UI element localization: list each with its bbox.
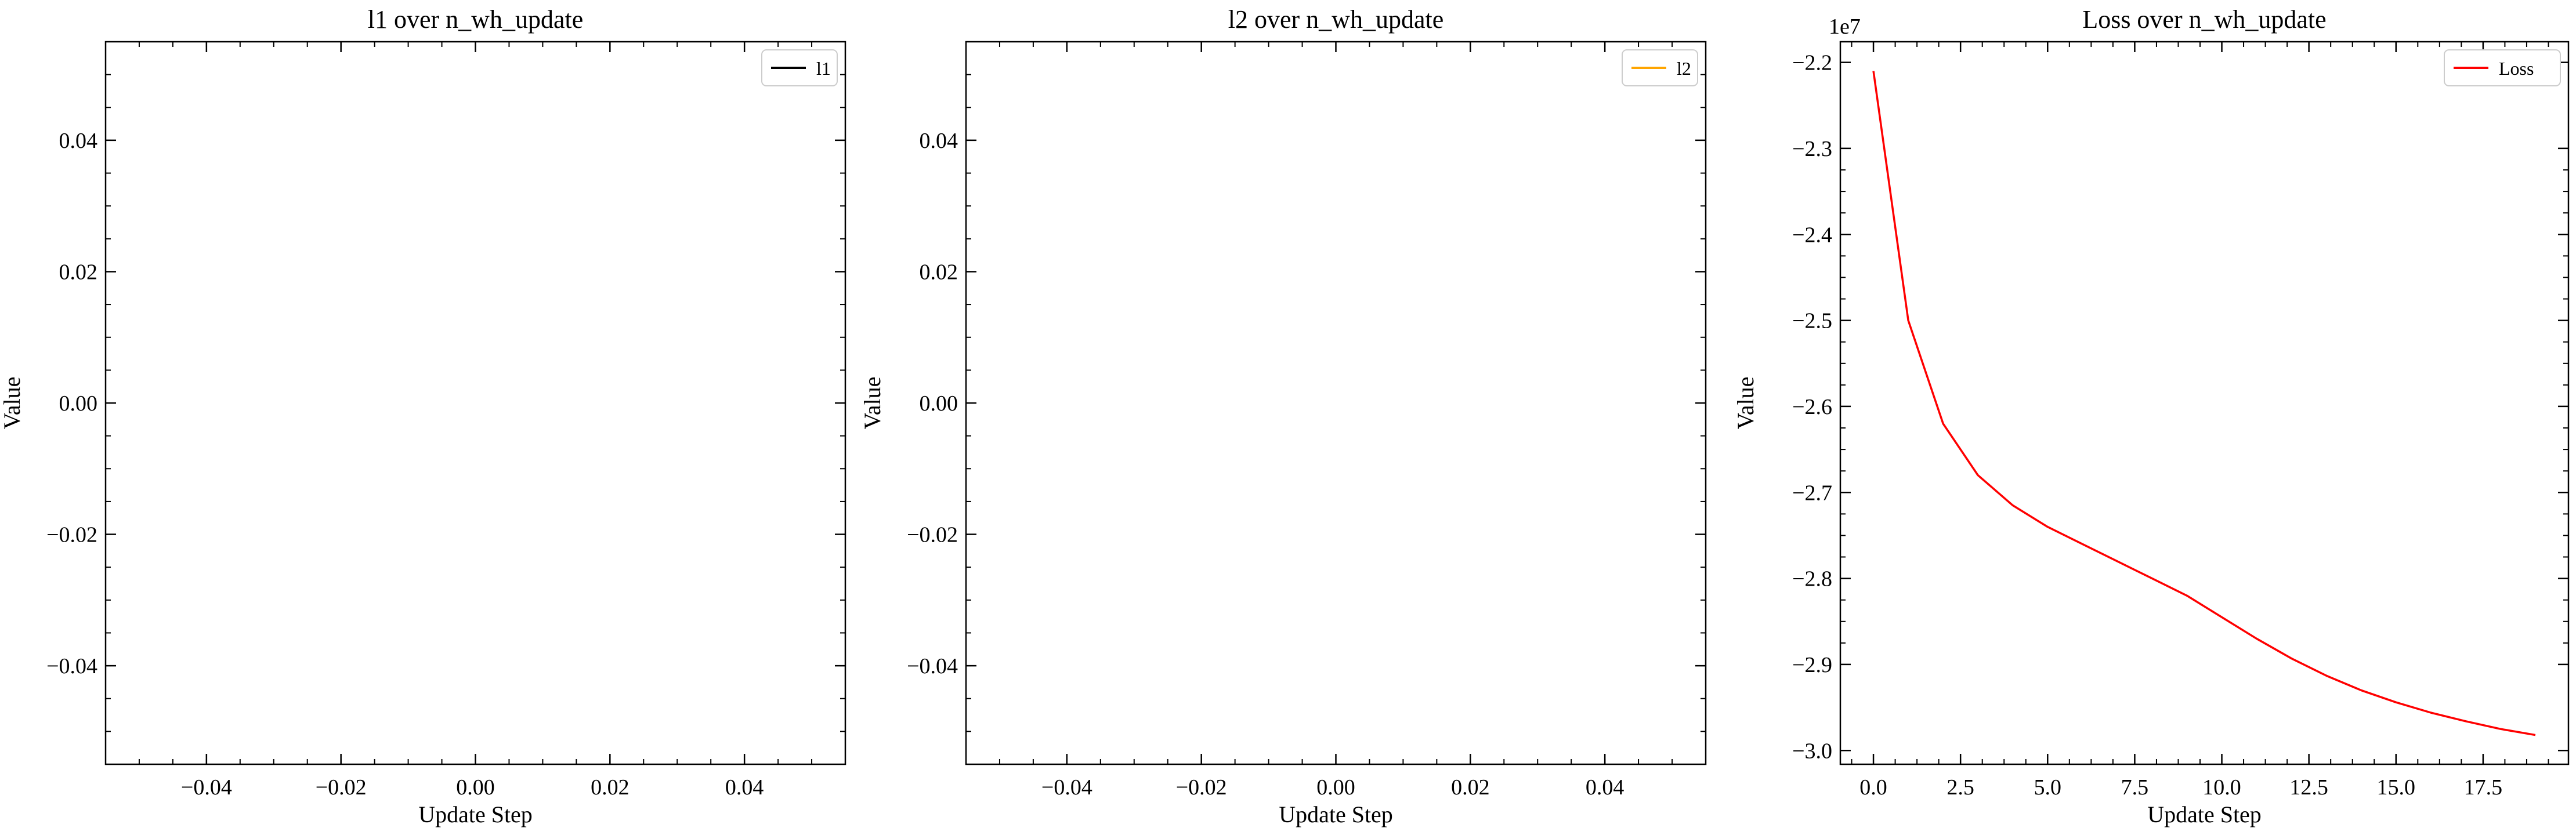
y-axis-label: Value [859, 376, 885, 429]
y-tick-label: 0.00 [59, 391, 98, 416]
x-tick-label: 0.00 [1316, 775, 1355, 800]
chart-title: Loss over n_wh_update [2082, 5, 2326, 34]
x-tick-label: −0.02 [316, 775, 367, 800]
x-tick-label: 15.0 [2377, 775, 2416, 800]
x-tick-label: −0.02 [1176, 775, 1227, 800]
legend-label: l1 [816, 58, 831, 79]
y-axis-label: Value [0, 376, 25, 429]
y-tick-label: −0.02 [46, 523, 97, 547]
chart-title: l1 over n_wh_update [368, 5, 583, 34]
legend: l2 [1622, 49, 1698, 86]
x-tick-label: 17.5 [2464, 775, 2503, 800]
y-tick-label: −2.9 [1792, 653, 1832, 677]
x-tick-label: 0.02 [1451, 775, 1490, 800]
x-tick-label: 0.04 [1586, 775, 1625, 800]
axes-frame [104, 41, 846, 765]
x-tick-label: 7.5 [2121, 775, 2149, 800]
x-tick-label: −0.04 [1041, 775, 1092, 800]
legend-label: Loss [2499, 58, 2534, 79]
y-tick-label: −0.02 [907, 523, 958, 547]
y-tick-label: −0.04 [46, 654, 97, 678]
y-tick-label: −0.04 [907, 654, 958, 678]
y-axis-label: Value [1732, 376, 1759, 429]
y-tick-label: 0.04 [59, 129, 98, 153]
axis-offset-label: 1e7 [1829, 14, 1861, 39]
legend: Loss [2444, 49, 2561, 86]
chart-panel-1: l1 over n_wh_update −0.04 −0.02 0.00 0.02 0.0… [0, 5, 846, 827]
y-tick-label: 0.04 [920, 129, 958, 153]
y-tick-label: 0.02 [59, 260, 98, 284]
y-tick-label: −2.5 [1792, 309, 1832, 333]
x-tick-label: 5.0 [2034, 775, 2062, 800]
y-tick-label: −2.2 [1792, 51, 1832, 75]
y-tick-label: 0.00 [920, 391, 958, 416]
axes-frame [965, 41, 1707, 765]
x-tick-label: −0.04 [181, 775, 232, 800]
y-tick-label: −2.6 [1792, 395, 1832, 419]
y-tick-label: −3.0 [1792, 739, 1832, 763]
x-tick-label: 0.0 [1859, 775, 1887, 800]
x-tick-label: 2.5 [1947, 775, 1974, 800]
chart-title: l2 over n_wh_update [1228, 5, 1443, 34]
x-axis-label: Update Step [2147, 801, 2262, 827]
x-tick-label: 0.02 [591, 775, 629, 800]
legend-box [2444, 49, 2561, 86]
y-tick-label: −2.4 [1792, 223, 1832, 247]
axes-frame [1839, 41, 2570, 765]
legend-label: l2 [1677, 58, 1691, 79]
x-tick-label: 10.0 [2202, 775, 2241, 800]
series-line-loss [1872, 71, 2536, 736]
y-tick-label: −2.3 [1792, 137, 1832, 161]
chart-panel-3: Loss over n_wh_update 0.0 2.5 5.0 7.5 10.0 12.… [1732, 5, 2570, 827]
chart-panel-2: l2 over n_wh_update −0.04 −0.02 0.00 0.02 0.0… [859, 5, 1707, 827]
legend: l1 [761, 49, 838, 86]
y-tick-label: −2.8 [1792, 567, 1832, 591]
x-tick-label: 0.04 [725, 775, 764, 800]
x-axis-label: Update Step [1279, 801, 1393, 827]
y-tick-label: 0.02 [920, 260, 958, 284]
x-axis-label: Update Step [418, 801, 533, 827]
y-tick-label: −2.7 [1792, 481, 1832, 505]
x-tick-label: 12.5 [2289, 775, 2328, 800]
x-tick-label: 0.00 [456, 775, 495, 800]
